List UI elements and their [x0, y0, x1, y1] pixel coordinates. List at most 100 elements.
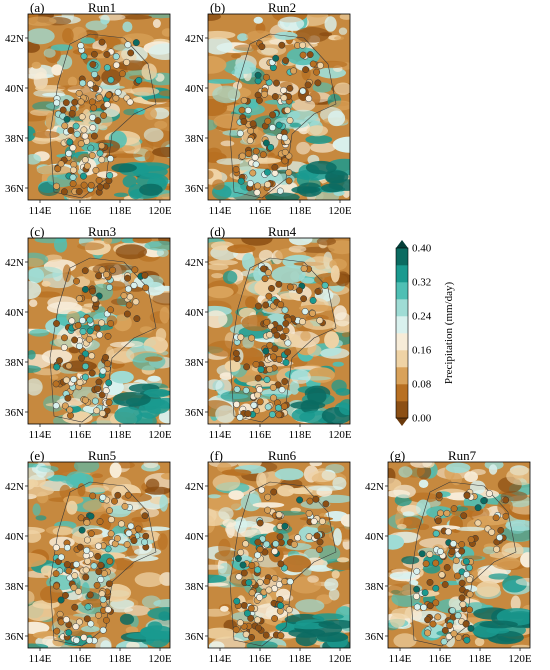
lat-tick-label: 42N — [5, 257, 24, 269]
station-markers — [232, 262, 329, 421]
colorbar-tick-label: 0.40 — [412, 243, 432, 255]
panel-label: (g) — [390, 448, 405, 463]
colorbar-max-arrow — [396, 240, 408, 248]
colorbar-tick-label: 0.00 — [412, 413, 432, 425]
lon-tick-label: 118E — [109, 205, 132, 217]
panel-label: (d) — [210, 224, 225, 239]
panel-title: Run6 — [268, 448, 297, 463]
lon-tick-label: 120E — [148, 653, 172, 665]
station-markers — [232, 486, 330, 641]
colorbar-segment — [396, 282, 408, 300]
precipitation-colorbar: 0.40 0.32 0.24 0.16 0.08 0.00 Precipitation (m… — [388, 236, 458, 432]
precipitation-field — [208, 462, 350, 648]
lon-tick-label: 114E — [209, 205, 232, 217]
panel-title: Run4 — [268, 224, 297, 239]
lon-tick-label: 120E — [148, 429, 172, 441]
lat-tick-label: 38N — [5, 133, 24, 145]
panel-a: 42N 40N 38N 36N 114E 116E 118E 120E (a) Run1 — [0, 0, 178, 222]
precipitation-field — [208, 238, 350, 424]
panel-title: Run7 — [448, 448, 477, 463]
lon-tick-label: 120E — [328, 205, 352, 217]
panel-label: (c) — [30, 224, 44, 239]
panel-label: (b) — [210, 0, 225, 15]
colorbar-min-arrow — [396, 418, 408, 426]
panel-title: Run5 — [88, 448, 116, 463]
lat-tick-label: 40N — [5, 307, 24, 319]
colorbar-tick-label: 0.08 — [412, 379, 432, 391]
lat-tick-label: 40N — [365, 531, 384, 543]
lon-tick-label: 116E — [249, 653, 272, 665]
lat-tick-label: 42N — [185, 481, 204, 493]
lat-tick-label: 42N — [185, 257, 204, 269]
map-svg: 42N 40N 38N 36N 114E 116E 118E 120E (g) Run7 — [365, 448, 532, 665]
region-boundary — [409, 481, 517, 647]
lat-tick-label: 38N — [365, 581, 384, 593]
lon-tick-label: 118E — [289, 429, 312, 441]
lon-tick-label: 116E — [249, 205, 272, 217]
station-markers — [413, 488, 510, 646]
colorbar-label: Precipitation (mm/day) — [443, 281, 455, 384]
colorbar-segment — [396, 248, 408, 266]
lon-tick-label: 114E — [29, 653, 52, 665]
lon-tick-label: 114E — [389, 653, 412, 665]
lat-tick-label: 40N — [5, 83, 24, 95]
region-boundary — [49, 33, 157, 199]
panel-title: Run3 — [88, 224, 116, 239]
panel-label: (f) — [210, 448, 223, 463]
lat-tick-label: 36N — [5, 407, 24, 419]
lat-tick-label: 38N — [5, 357, 24, 369]
lat-tick-label: 38N — [5, 581, 24, 593]
colorbar-segment — [396, 367, 408, 385]
map-svg: 42N 40N 38N 36N 114E 116E 118E 120E (a) Run1 — [5, 0, 172, 217]
panel-c: 42N 40N 38N 36N 114E 116E 118E 120E (c) Run3 — [0, 224, 178, 446]
lat-tick-label: 40N — [185, 307, 204, 319]
map-svg: 42N 40N 38N 36N 114E 116E 118E 120E (c) Run3 — [5, 224, 172, 441]
lat-tick-label: 40N — [5, 531, 24, 543]
precipitation-field — [28, 14, 170, 200]
lon-tick-label: 116E — [69, 429, 92, 441]
lon-tick-label: 120E — [148, 205, 172, 217]
lat-tick-label: 40N — [185, 83, 204, 95]
lat-tick-label: 38N — [185, 133, 204, 145]
map-svg: 42N 40N 38N 36N 114E 116E 118E 120E (b) Run2 — [185, 0, 352, 217]
colorbar-tick-label: 0.24 — [412, 311, 432, 323]
lat-tick-label: 38N — [185, 357, 204, 369]
panel-title: Run1 — [88, 0, 116, 15]
lon-tick-label: 118E — [289, 205, 312, 217]
colorbar-segment — [396, 316, 408, 334]
lat-tick-label: 42N — [5, 481, 24, 493]
station-markers — [232, 40, 324, 196]
lon-tick-label: 118E — [469, 653, 492, 665]
lat-tick-label: 36N — [185, 407, 204, 419]
lon-tick-label: 116E — [69, 653, 92, 665]
colorbar-tick-label: 0.32 — [412, 277, 431, 289]
colorbar-segment — [396, 350, 408, 368]
map-svg: 42N 40N 38N 36N 114E 116E 118E 120E (d) Run4 — [185, 224, 352, 441]
colorbar-tick-label: 0.16 — [412, 345, 432, 357]
lon-tick-label: 120E — [508, 653, 532, 665]
colorbar-segment — [396, 265, 408, 283]
lon-tick-label: 114E — [209, 653, 232, 665]
region-boundary — [229, 33, 337, 199]
lat-tick-label: 42N — [185, 33, 204, 45]
colorbar-segment — [396, 333, 408, 351]
station-markers — [52, 266, 150, 419]
precipitation-field — [28, 238, 170, 424]
colorbar-segment — [396, 384, 408, 402]
lat-tick-label: 36N — [5, 631, 24, 643]
panel-title: Run2 — [268, 0, 296, 15]
colorbar-svg: 0.40 0.32 0.24 0.16 0.08 0.00 Precipitation (m… — [395, 240, 455, 426]
lon-tick-label: 116E — [249, 429, 272, 441]
lon-tick-label: 114E — [29, 429, 52, 441]
region-boundary — [49, 257, 157, 423]
panel-label: (a) — [30, 0, 44, 15]
lon-tick-label: 120E — [328, 653, 352, 665]
colorbar-segment — [396, 299, 408, 317]
lon-tick-label: 118E — [109, 429, 132, 441]
lon-tick-label: 116E — [69, 205, 92, 217]
colorbar-segment — [396, 401, 408, 419]
station-markers — [53, 38, 143, 196]
lat-tick-label: 38N — [185, 581, 204, 593]
lat-tick-label: 42N — [5, 33, 24, 45]
map-svg: 42N 40N 38N 36N 114E 116E 118E 120E (e) Run5 — [5, 448, 172, 665]
